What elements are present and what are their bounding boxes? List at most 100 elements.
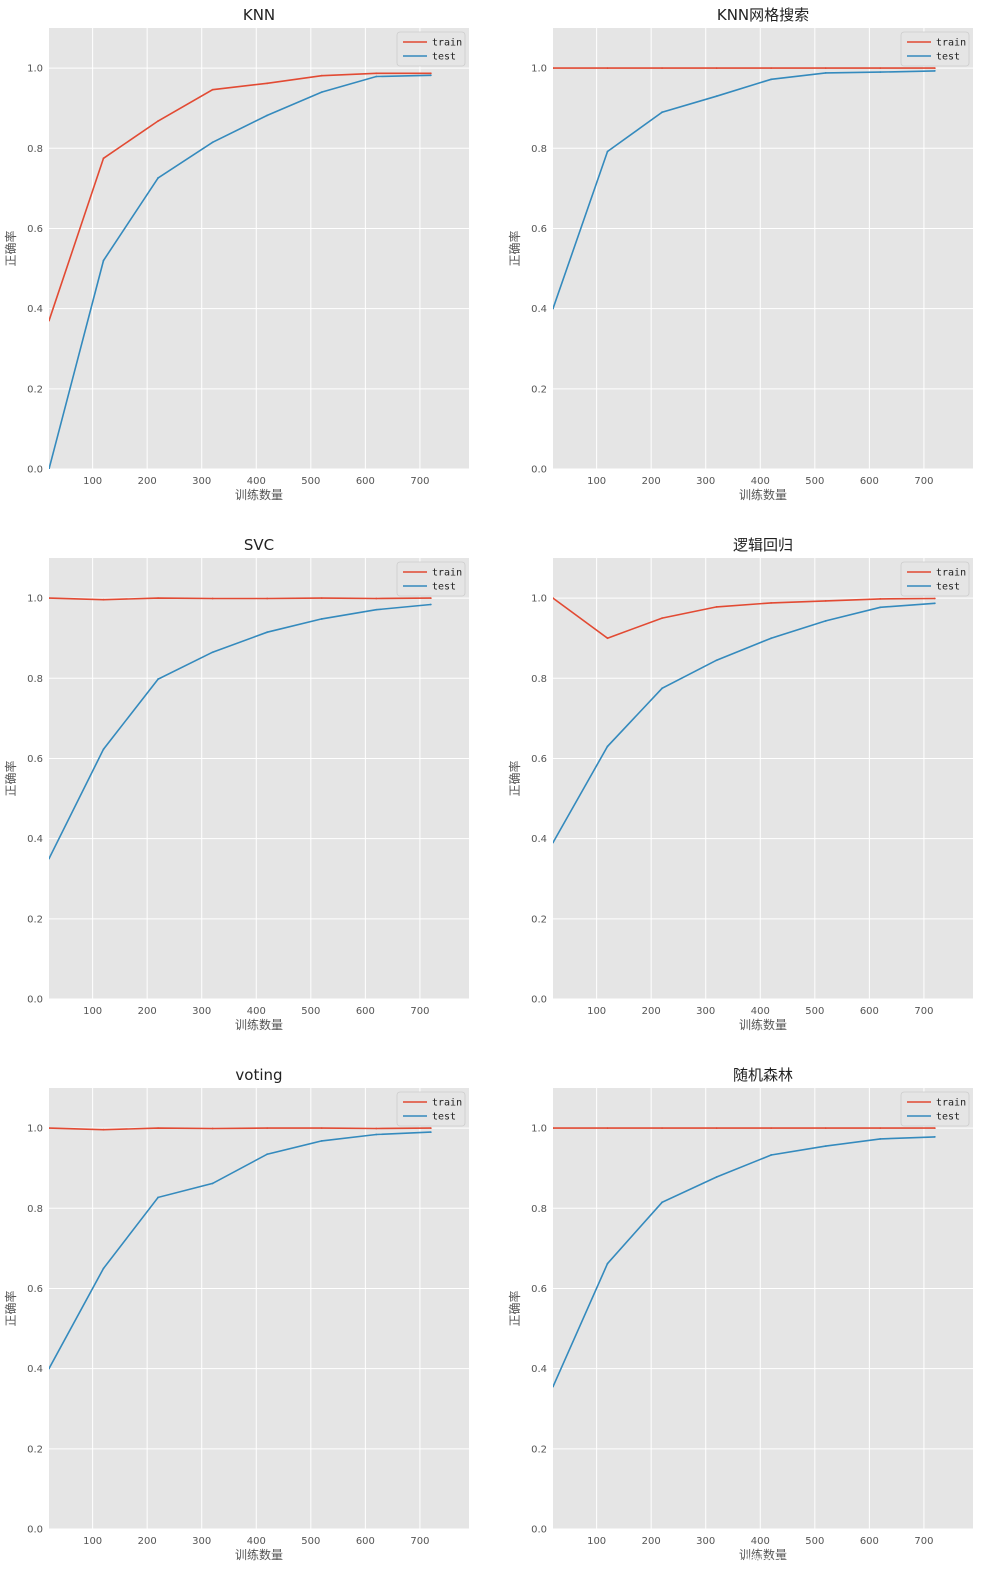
data-point-test <box>429 1131 432 1133</box>
data-point-train <box>661 617 663 620</box>
data-point-test <box>770 637 773 640</box>
x-axis-label: 训练数量 <box>235 487 283 502</box>
y-tick-label: 1.0 <box>531 594 547 605</box>
data-point-test <box>375 1133 378 1136</box>
y-tick-label: 0.8 <box>27 674 43 685</box>
data-point-test <box>320 618 323 620</box>
y-tick-label: 0.2 <box>27 1444 43 1455</box>
y-axis-label: 正确率 <box>507 760 522 796</box>
data-point-test <box>553 307 554 310</box>
x-tick-label: 700 <box>914 476 933 487</box>
legend-label-test: test <box>432 52 456 63</box>
x-tick-label: 700 <box>410 1536 429 1547</box>
series-line-test <box>49 74 431 469</box>
data-point-test <box>429 603 432 606</box>
data-point-train <box>606 67 609 69</box>
data-point-train <box>320 1127 323 1129</box>
y-tick-label: 0.0 <box>27 1525 43 1536</box>
x-axis-label: 训练数量 <box>739 487 787 502</box>
x-tick-label: 100 <box>587 1536 606 1547</box>
data-point-test <box>661 687 663 690</box>
data-point-test <box>606 150 609 153</box>
data-point-test <box>770 1154 773 1156</box>
data-point-train <box>320 74 323 77</box>
legend-label-test: test <box>432 1112 456 1123</box>
data-point-test <box>429 74 432 77</box>
y-tick-label: 0.0 <box>531 465 547 476</box>
y-tick-label: 1.0 <box>27 64 43 75</box>
data-point-test <box>606 1262 609 1265</box>
series-line-test <box>49 1131 431 1369</box>
legend-label-train: train <box>432 38 462 49</box>
series-line-train <box>49 1127 431 1131</box>
x-tick-label: 700 <box>410 1006 429 1017</box>
data-point-test <box>266 114 269 117</box>
data-point-test <box>266 1153 269 1156</box>
subplot-3: 100 200 300 400 500 600 700 0.0 0.2 0.4 0.6 0.8 1.0 逻… <box>507 536 973 1032</box>
legend-label-test: test <box>936 582 960 593</box>
data-point-train <box>211 1127 214 1130</box>
data-point-train <box>824 1127 827 1129</box>
subplot-1: 100 200 300 400 500 600 700 0.0 0.2 0.4 0.6 0.8 1.0 K… <box>507 6 973 502</box>
chart-title: voting <box>235 1066 282 1084</box>
legend-label-test: test <box>432 582 456 593</box>
x-tick-label: 200 <box>138 1006 157 1017</box>
x-axis-label: 训练数量 <box>739 1017 787 1032</box>
data-point-test <box>102 259 105 262</box>
data-point-train <box>102 598 105 601</box>
x-tick-label: 400 <box>751 1536 770 1547</box>
x-tick-label: 500 <box>301 476 320 487</box>
series-line-test <box>49 603 431 860</box>
data-point-train <box>49 319 50 322</box>
data-point-train <box>824 67 827 69</box>
x-tick-label: 500 <box>805 476 824 487</box>
subplot-2: 100 200 300 400 500 600 700 0.0 0.2 0.4 0.6 0.8 1.0 S… <box>3 536 469 1032</box>
y-tick-label: 0.4 <box>531 834 547 845</box>
data-point-train <box>157 120 159 122</box>
chart-title: 随机森林 <box>733 1066 793 1084</box>
y-tick-label: 0.4 <box>27 1364 43 1375</box>
legend-box <box>396 31 466 67</box>
y-tick-label: 0.0 <box>27 995 43 1006</box>
y-tick-label: 0.8 <box>531 674 547 685</box>
data-point-test <box>715 659 718 662</box>
data-point-test <box>933 602 936 605</box>
x-tick-label: 300 <box>192 1006 211 1017</box>
data-point-test <box>770 78 773 81</box>
data-point-train <box>266 82 269 85</box>
data-point-train <box>553 67 554 69</box>
data-point-train <box>375 1127 378 1130</box>
y-tick-label: 0.8 <box>27 1204 43 1215</box>
y-tick-label: 1.0 <box>27 1124 43 1135</box>
data-point-test <box>49 468 50 469</box>
legend-label-test: test <box>936 1112 960 1123</box>
x-tick-label: 700 <box>914 1536 933 1547</box>
x-tick-label: 500 <box>805 1536 824 1547</box>
plot-area <box>49 28 469 469</box>
data-point-train <box>211 88 214 91</box>
data-point-train <box>933 67 936 69</box>
data-point-train <box>102 157 105 160</box>
y-tick-label: 0.0 <box>531 1525 547 1536</box>
data-point-train <box>879 597 882 600</box>
y-tick-label: 0.2 <box>27 914 43 925</box>
y-tick-label: 0.6 <box>531 754 547 765</box>
data-point-test <box>375 608 378 611</box>
x-axis-label: 训练数量 <box>235 1547 283 1562</box>
data-point-test <box>824 72 827 74</box>
y-tick-label: 0.8 <box>531 1204 547 1215</box>
x-tick-label: 600 <box>356 1006 375 1017</box>
data-point-test <box>211 1182 214 1185</box>
data-point-test <box>715 1176 718 1178</box>
legend-box <box>396 561 466 597</box>
data-point-train <box>429 597 432 599</box>
data-point-test <box>211 141 214 144</box>
data-point-train <box>375 72 378 75</box>
y-tick-label: 0.0 <box>27 465 43 476</box>
data-point-train <box>49 597 50 599</box>
data-point-train <box>933 1127 936 1129</box>
data-point-test <box>661 111 663 114</box>
x-tick-label: 300 <box>696 1536 715 1547</box>
legend-label-train: train <box>936 568 966 579</box>
series-line-test <box>553 1136 935 1388</box>
